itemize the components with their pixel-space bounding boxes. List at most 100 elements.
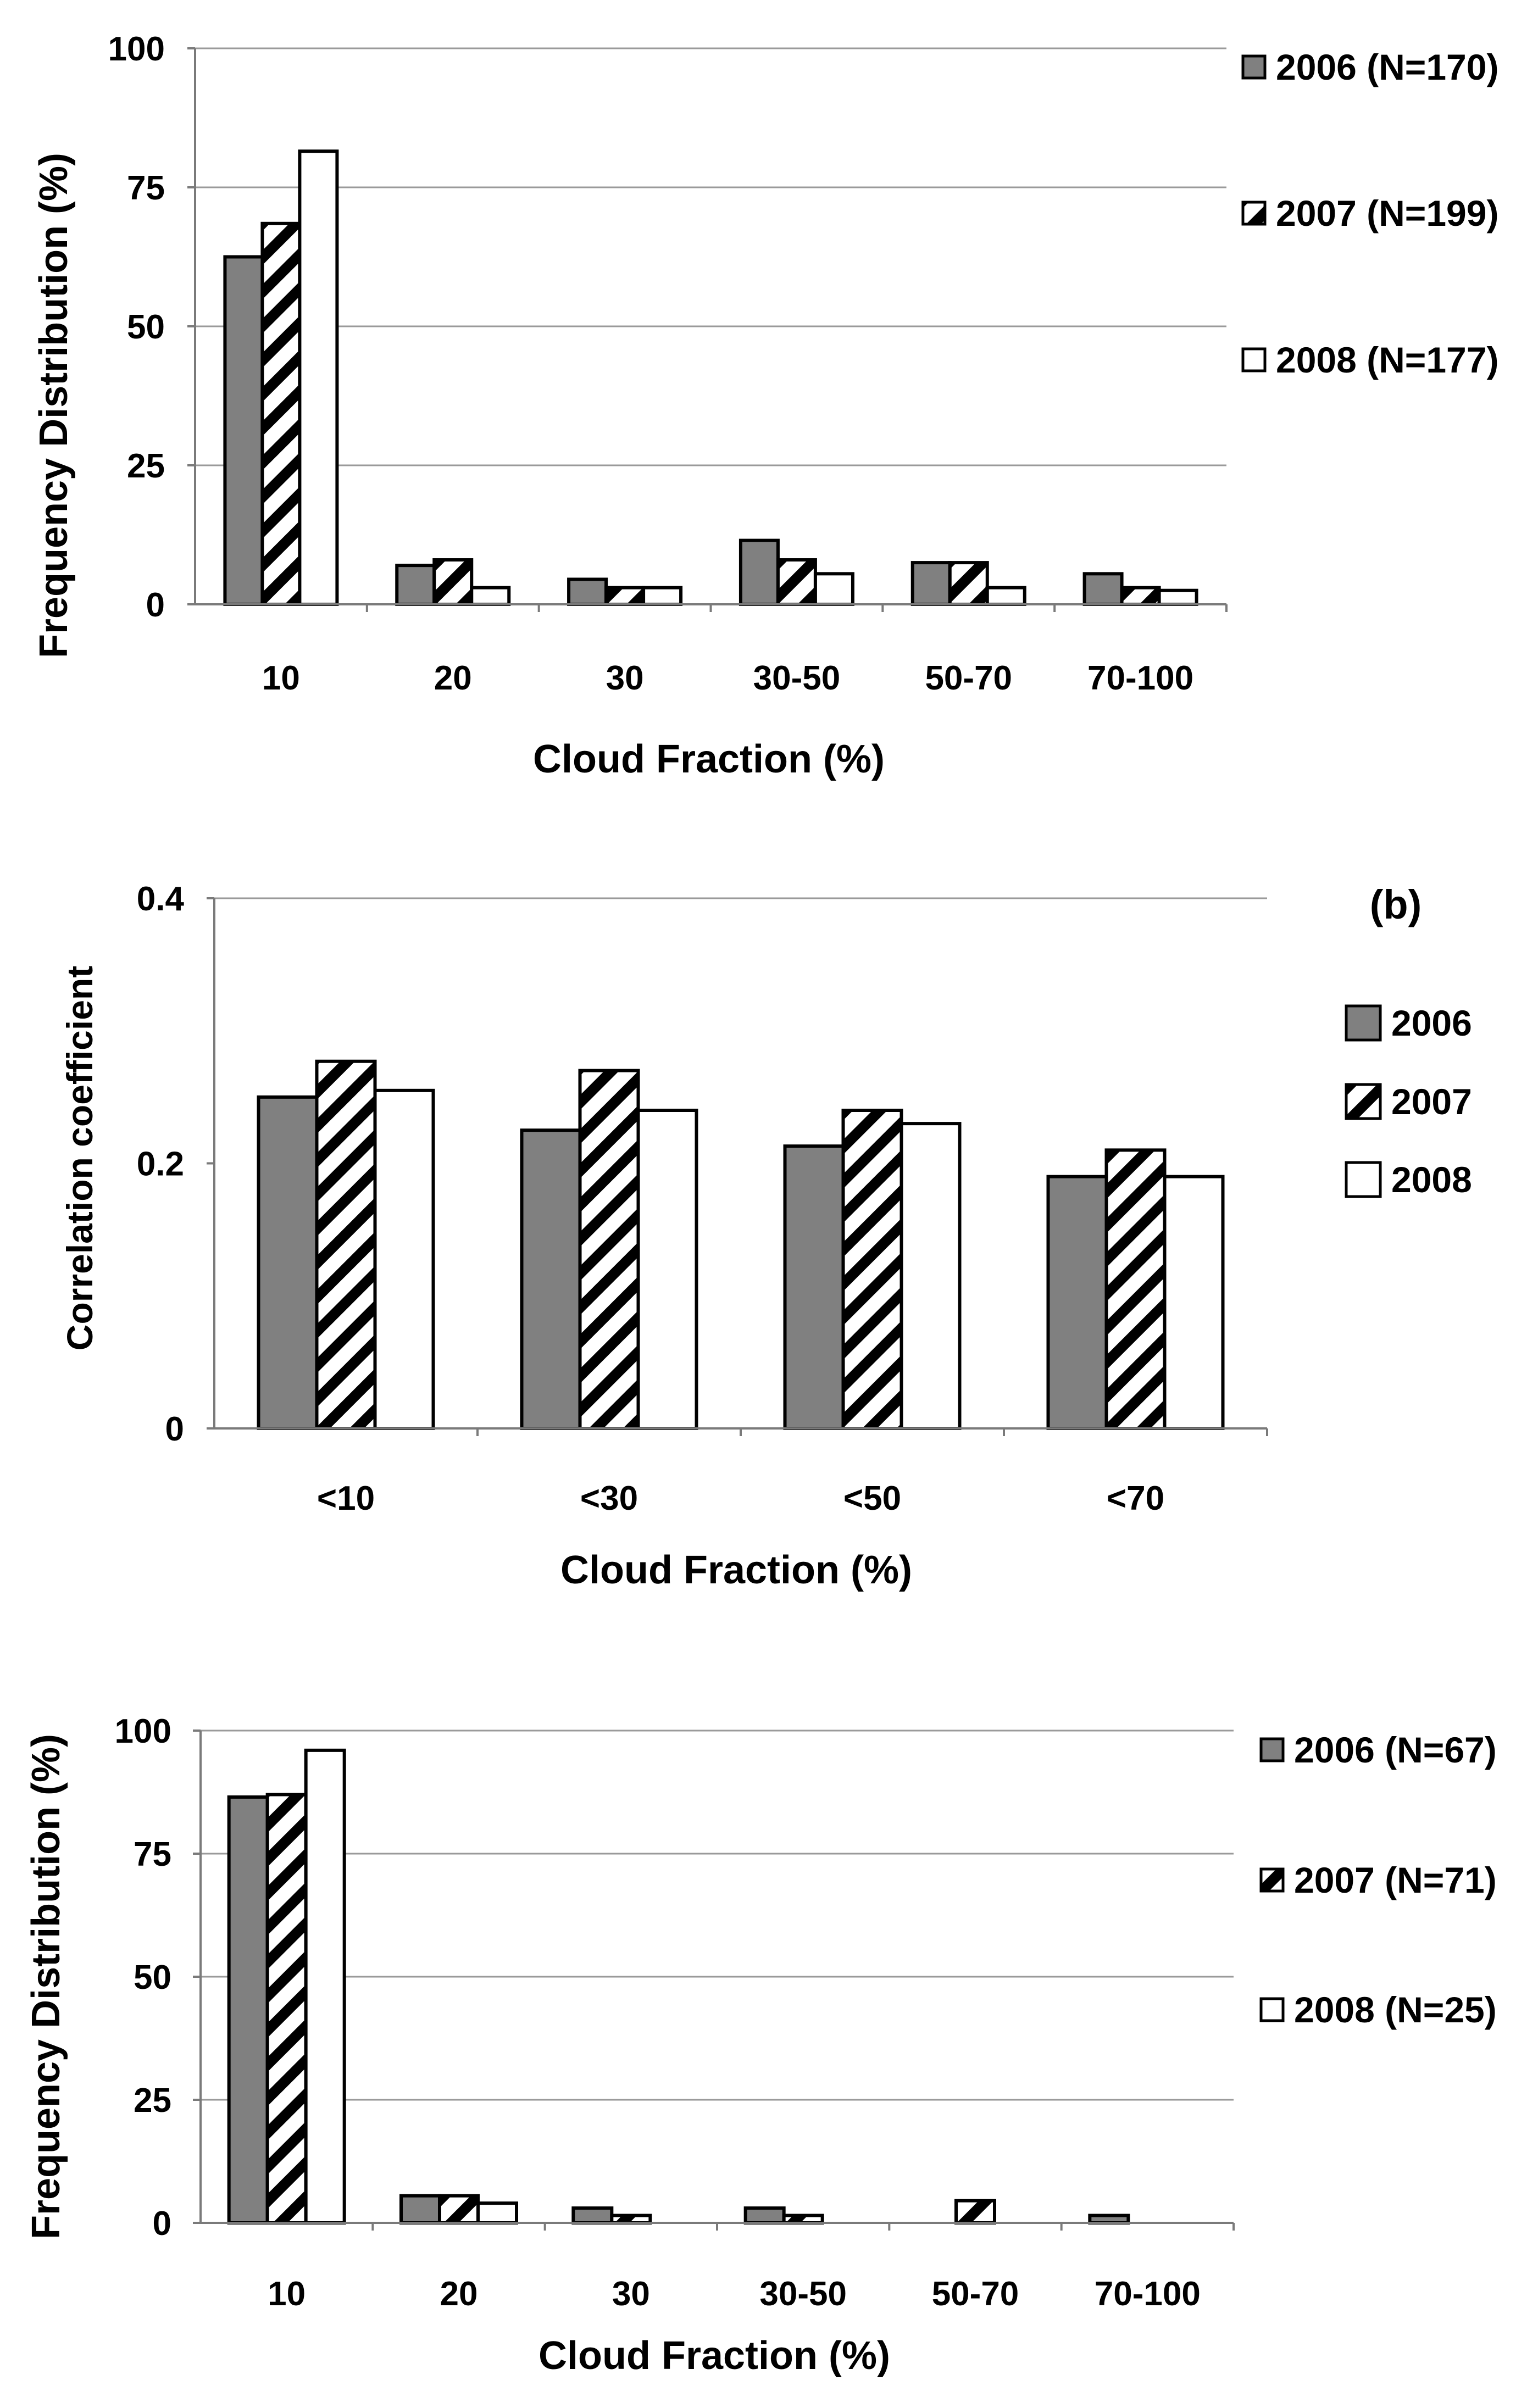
legend-label: 2006 [1391,1003,1472,1043]
panel-b-label: (b) [1370,882,1422,927]
bar-2006-n-67-10 [227,1795,269,2225]
y-tick-label: 25 [134,2082,171,2120]
bar-2006-n-170-30 [567,577,608,606]
x-tick-label: 30-50 [753,659,841,697]
panel-c-y-axis-title: Frequency Distribution (%) [24,1734,68,2239]
bar-2006-50 [783,1144,845,1430]
x-tick-label: 20 [434,659,472,697]
bar-2006-30 [520,1128,582,1430]
bar-2007-n-199-20 [432,558,474,606]
x-tick-label: <70 [1107,1480,1164,1517]
bar-2008-n-177-30-50 [813,572,854,606]
legend-swatch-2007-n-71 [1259,1867,1285,1893]
x-tick-label: 10 [262,659,300,697]
bar-2006-n-67-70-100 [1088,2214,1130,2225]
panel-a-legend: 2006 (N=170) 2007 (N=199) 2008 (N=177) [1241,47,1498,380]
panel-b-x-axis-title: Cloud Fraction (%) [560,1548,912,1592]
legend-swatch-2007 [1345,1083,1382,1120]
x-tick-label: 70-100 [1095,2275,1201,2313]
x-tick-label: 50-70 [925,659,1012,697]
legend-swatch-2006-n-170 [1241,54,1267,80]
panel-b-legend: 2006 2007 2008 [1345,1003,1472,1200]
bar-2006-n-170-70-100 [1082,572,1124,606]
panel-a-y-ticks: 0 25 50 75 100 [108,30,165,624]
panel-c-y-ticks: 0 25 50 75 100 [115,1712,171,2243]
panel-c-x-axis-title: Cloud Fraction (%) [538,2334,890,2378]
bar-2007-n-71-10 [265,1793,308,2225]
panel-c-legend: 2006 (N=67) 2007 (N=71) 2008 (N=25) [1259,1729,1497,2030]
bar-2007-n-71-30-50 [782,2214,824,2225]
panel-b-y-axis-title: Correlation coefficient [59,966,100,1350]
bar-2007-n-199-50-70 [948,561,989,606]
bar-2006-10 [257,1095,319,1430]
panel-b-bars [257,1059,1225,1431]
bar-2006-n-170-10 [223,255,264,606]
legend-swatch-2006-n-67 [1259,1737,1285,1762]
legend-swatch-2006 [1345,1004,1382,1042]
legend-label: 2007 (N=199) [1276,193,1498,233]
legend-label: 2007 (N=71) [1294,1860,1497,1900]
bar-2007-n-199-10 [260,221,302,606]
panel-b-correlation: 0 0.2 0.4 <10 <30 <50 <70 Correlation coeffic… [59,880,1472,1592]
panel-c-frequency-2006-2008: 0 25 50 75 100 10 20 30 30-50 50-70 70-100 Freque… [24,1712,1497,2378]
y-tick-label: 0.2 [137,1145,184,1183]
legend-label: 2008 (N=25) [1294,1989,1497,2030]
bar-2007-70 [1104,1148,1167,1430]
bar-2008-30 [636,1109,698,1430]
bar-2008-70 [1163,1175,1225,1430]
bar-2007-n-71-30 [610,2214,652,2225]
legend-swatch-2008-n-25 [1259,1997,1285,2022]
legend-label: 2008 [1391,1159,1472,1200]
panel-a-y-axis-title: Frequency Distribution (%) [32,153,76,658]
bar-2007-n-199-30 [604,586,646,607]
panel-b-y-ticks: 0 0.2 0.4 [137,880,185,1448]
legend-swatch-2007-n-199 [1241,201,1267,226]
panel-c-gridlines [201,1729,1234,2101]
panel-a-bars [223,149,1198,607]
y-tick-label: 0.4 [137,880,185,918]
x-tick-label: 20 [440,2275,478,2313]
bar-2008-n-25-20 [476,2201,518,2225]
legend-label: 2007 [1391,1081,1472,1122]
y-tick-label: 0 [165,1410,184,1448]
legend-swatch-2008 [1345,1161,1382,1198]
bar-2006-70 [1046,1175,1108,1430]
bar-2008-n-177-20 [470,586,511,607]
bar-2007-10 [315,1059,377,1431]
panel-a-x-axis-title: Cloud Fraction (%) [533,737,885,781]
bar-2007-n-71-20 [438,2194,480,2225]
panel-a-gridlines [195,47,1226,466]
y-tick-label: 100 [115,1712,171,1750]
bar-2007-30 [578,1069,640,1430]
x-tick-label: 30 [606,659,644,697]
bar-2008-10 [373,1088,435,1430]
bar-2008-50 [900,1122,962,1430]
x-tick-label: <10 [317,1480,375,1517]
bar-2007-n-199-30-50 [776,558,817,606]
panel-c-axes [193,1729,1235,2231]
panel-c-bars [227,1748,1130,2225]
x-tick-label: 10 [268,2275,306,2313]
legend-label: 2008 (N=177) [1276,340,1498,380]
bar-2008-n-177-10 [298,149,339,607]
x-tick-label: 50-70 [932,2275,1019,2313]
y-tick-label: 0 [153,2205,171,2243]
y-tick-label: 25 [127,447,165,485]
x-tick-label: <30 [580,1480,638,1517]
y-tick-label: 50 [134,1959,171,1997]
bar-2008-n-177-50-70 [985,586,1026,607]
bar-2006-n-67-20 [399,2194,441,2225]
bar-2007-n-71-50-70 [954,2199,996,2225]
bar-2006-n-170-50-70 [910,561,952,606]
bar-2006-n-67-30-50 [743,2206,786,2225]
y-tick-label: 0 [146,586,165,624]
legend-label: 2006 (N=67) [1294,1729,1497,1770]
x-tick-label: <50 [843,1480,901,1517]
bar-2007-n-199-70-100 [1120,586,1161,607]
bar-2008-n-25-10 [304,1748,346,2225]
legend-label: 2006 (N=170) [1276,47,1498,87]
y-tick-label: 75 [127,169,165,207]
y-tick-label: 100 [108,30,165,68]
